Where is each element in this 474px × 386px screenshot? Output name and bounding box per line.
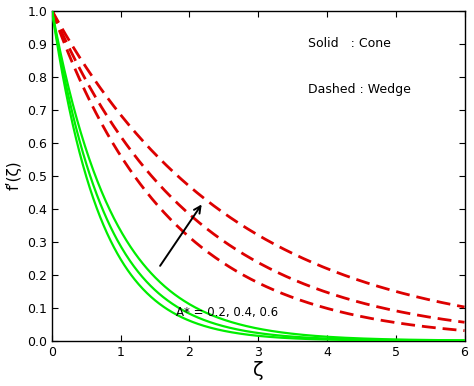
Text: Solid   : Cone: Solid : Cone <box>308 37 391 50</box>
X-axis label: ζ: ζ <box>253 361 264 381</box>
Text: A* = 0.2, 0.4, 0.6: A* = 0.2, 0.4, 0.6 <box>176 306 278 319</box>
Text: Dashed : Wedge: Dashed : Wedge <box>308 83 410 96</box>
Y-axis label: fʹ(ζ): fʹ(ζ) <box>6 161 21 191</box>
